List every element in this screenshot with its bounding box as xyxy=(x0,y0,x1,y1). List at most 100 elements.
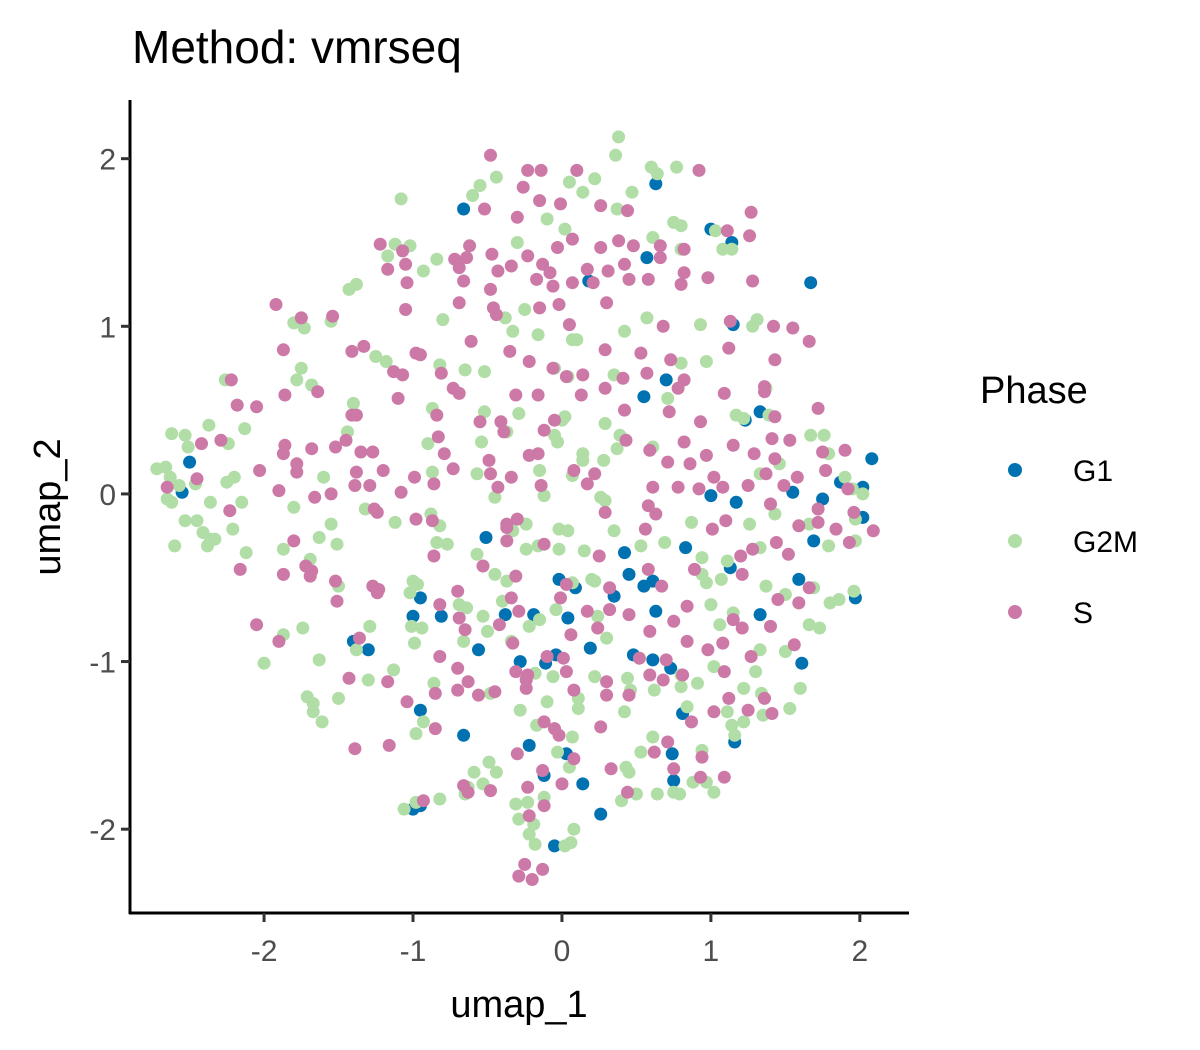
point-s xyxy=(758,385,771,399)
point-g2m xyxy=(685,515,698,529)
point-s xyxy=(510,210,524,224)
point-s xyxy=(792,519,806,533)
point-s xyxy=(504,470,518,484)
point-g2m xyxy=(506,324,520,338)
point-s xyxy=(565,232,579,246)
point-g2m xyxy=(618,705,631,719)
point-s xyxy=(349,465,363,479)
point-s xyxy=(464,334,478,348)
point-s xyxy=(769,536,783,549)
point-s xyxy=(516,180,530,194)
point-s xyxy=(580,477,594,491)
point-s xyxy=(399,257,413,271)
point-s xyxy=(461,675,475,689)
point-s xyxy=(492,618,506,632)
point-g1 xyxy=(622,567,636,581)
point-s xyxy=(488,685,502,699)
point-s xyxy=(348,479,362,492)
point-s xyxy=(622,608,636,622)
point-s xyxy=(437,447,451,461)
point-s xyxy=(746,274,760,288)
point-g2m xyxy=(591,609,605,623)
point-s xyxy=(522,355,536,368)
point-g2m xyxy=(856,487,870,501)
point-g2m xyxy=(361,673,375,687)
point-g2m xyxy=(488,567,502,581)
point-s xyxy=(767,319,780,333)
point-g2m xyxy=(436,313,450,327)
point-s xyxy=(764,497,777,511)
point-s xyxy=(299,559,313,573)
point-s xyxy=(531,388,545,402)
point-g1 xyxy=(753,608,767,622)
point-s xyxy=(357,339,371,353)
point-s xyxy=(326,309,340,323)
point-s xyxy=(567,683,581,697)
point-g1 xyxy=(183,455,197,469)
axes-layer xyxy=(128,100,909,915)
point-s xyxy=(586,276,600,290)
point-g2m xyxy=(510,236,524,249)
point-g2m xyxy=(650,167,664,181)
point-s xyxy=(485,247,499,261)
point-g2m xyxy=(558,410,572,424)
x-tick-label: 0 xyxy=(554,935,571,968)
point-s xyxy=(497,425,511,439)
point-g2m xyxy=(759,579,773,593)
point-g2m xyxy=(425,465,439,479)
point-g1 xyxy=(457,728,471,742)
point-g1 xyxy=(646,653,660,667)
point-s xyxy=(662,405,676,419)
point-g2m xyxy=(564,836,578,850)
point-s xyxy=(811,515,825,529)
point-s xyxy=(491,480,505,494)
point-g2m xyxy=(609,148,623,162)
point-s xyxy=(223,504,237,518)
point-g2m xyxy=(713,618,727,632)
point-s xyxy=(671,381,685,395)
point-g1 xyxy=(665,747,679,761)
point-s xyxy=(451,683,465,697)
point-s xyxy=(370,586,384,600)
point-s xyxy=(790,470,804,484)
point-g2m xyxy=(570,333,584,347)
point-g2m xyxy=(667,785,681,799)
point-s xyxy=(504,591,518,605)
point-s xyxy=(434,366,448,380)
point-s xyxy=(484,784,497,798)
point-g2m xyxy=(416,264,430,278)
point-s xyxy=(781,547,795,561)
point-g2m xyxy=(470,467,484,481)
point-s xyxy=(765,432,779,446)
point-s xyxy=(842,536,856,549)
point-s xyxy=(431,430,445,444)
point-s xyxy=(647,745,661,759)
point-s xyxy=(707,705,721,719)
point-s xyxy=(330,594,344,608)
point-s xyxy=(394,485,408,499)
point-g2m xyxy=(699,576,713,590)
point-g2m xyxy=(276,542,290,556)
point-s xyxy=(329,574,342,588)
point-g2m xyxy=(576,185,590,199)
point-g2m xyxy=(537,489,551,503)
point-s xyxy=(433,598,447,612)
point-s xyxy=(536,862,550,876)
point-g2m xyxy=(618,324,631,338)
point-g2m xyxy=(531,328,545,342)
point-s xyxy=(329,440,342,454)
point-s xyxy=(460,251,474,265)
point-g2m xyxy=(768,507,782,521)
point-g2m xyxy=(832,593,846,606)
point-s xyxy=(500,534,514,548)
point-s xyxy=(522,809,536,823)
point-s xyxy=(533,194,547,208)
point-s xyxy=(621,785,634,799)
point-s xyxy=(250,618,264,632)
point-g2m xyxy=(388,515,402,529)
point-g2m xyxy=(588,670,602,684)
point-s xyxy=(376,464,390,477)
point-g2m xyxy=(168,539,182,553)
point-g1 xyxy=(434,609,448,623)
point-g2m xyxy=(670,160,684,174)
